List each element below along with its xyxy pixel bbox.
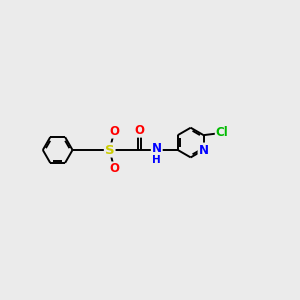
- Text: O: O: [109, 124, 119, 138]
- Text: H: H: [152, 155, 161, 165]
- Text: Cl: Cl: [216, 126, 229, 140]
- Text: S: S: [105, 143, 115, 157]
- Text: O: O: [134, 124, 144, 137]
- Text: N: N: [152, 142, 162, 155]
- Text: N: N: [199, 143, 208, 157]
- Text: O: O: [109, 162, 119, 176]
